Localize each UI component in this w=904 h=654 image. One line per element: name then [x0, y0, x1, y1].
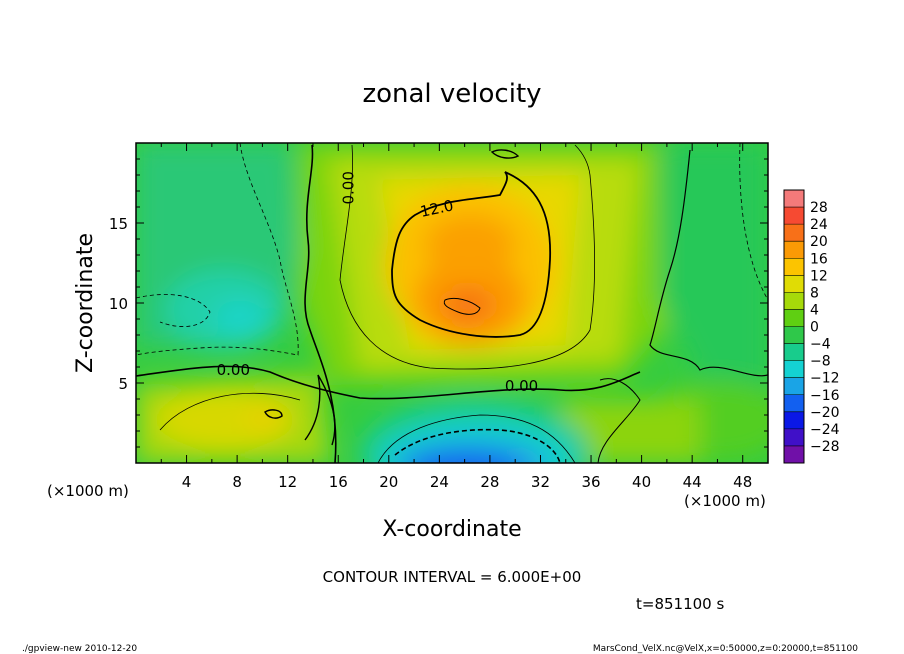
colorbar-segment	[784, 309, 804, 327]
contour-label: 0.00	[217, 361, 250, 379]
x-tick-label: 28	[480, 473, 499, 491]
colorbar-label: 8	[810, 285, 819, 301]
colorbar-segment	[784, 224, 804, 242]
colorbar-label: −24	[810, 422, 840, 438]
colorbar-segment	[784, 411, 804, 430]
x-axis-label: X-coordinate	[382, 517, 521, 542]
footer-left: ./gpview-new 2010-12-20	[22, 644, 137, 654]
x-tick-label: 20	[379, 473, 398, 491]
x-tick-label: 24	[430, 473, 449, 491]
colorbar-segment	[784, 377, 804, 396]
x-tick-label: 16	[329, 473, 348, 491]
colorbar-label: 24	[810, 217, 828, 233]
colorbar-segment	[784, 326, 804, 345]
x-tick-label: 32	[531, 473, 550, 491]
y-tick-label: 5	[118, 375, 128, 393]
colorbar-segment	[784, 241, 804, 259]
contour-label-group: 0.00	[505, 377, 538, 395]
time-label: t=851100 s	[636, 595, 724, 613]
contour-label: 0.00	[339, 171, 357, 204]
contour-label-group: 0.00	[339, 171, 357, 204]
x-tick-label: 40	[632, 473, 651, 491]
colorbar-segment	[784, 275, 804, 293]
contour-lines	[136, 143, 768, 463]
colorbar-segment	[784, 343, 804, 362]
colorbar-label: 28	[810, 200, 828, 216]
chart-title: zonal velocity	[362, 79, 541, 109]
x-tick-label: 12	[278, 473, 297, 491]
footer-right: MarsCond_VelX.nc@VelX,x=0:50000,z=0:2000…	[593, 644, 858, 654]
colorbar-label: 20	[810, 234, 828, 250]
y-axis-label: Z-coordinate	[73, 233, 98, 373]
x-tick-label: 48	[733, 473, 752, 491]
colorbar-segment	[784, 258, 804, 276]
contour-interval-label: CONTOUR INTERVAL = 6.000E+00	[323, 568, 582, 586]
heatmap-field	[136, 143, 768, 463]
y-tick-label: 10	[109, 295, 128, 313]
y-tick-label: 15	[109, 215, 128, 233]
colorbar-label: −8	[810, 354, 831, 370]
colorbar-segment	[784, 190, 804, 208]
colorbar-segment	[784, 445, 804, 464]
colorbar-label: −16	[810, 388, 840, 404]
colorbar-label: −12	[810, 371, 840, 387]
colorbar-segment	[784, 394, 804, 413]
y-axis-ticks: 5 10 15	[109, 158, 768, 448]
colorbar-label: −4	[810, 337, 831, 353]
colorbar-label: −20	[810, 405, 840, 421]
contour-label-group: 0.00	[217, 361, 250, 379]
x-unit-label-right: (×1000 m)	[684, 492, 766, 510]
contour-label: 0.00	[505, 377, 538, 395]
colorbar-label: 12	[810, 268, 828, 284]
colorbar-label: 16	[810, 251, 828, 267]
colorbar-segment	[784, 360, 804, 379]
x-tick-label: 44	[683, 473, 702, 491]
colorbar-label: −28	[810, 439, 840, 455]
colorbar-segment	[784, 292, 804, 310]
x-unit-label: (×1000 m)	[47, 482, 129, 500]
x-tick-label: 4	[182, 473, 192, 491]
colorbar-segment	[784, 207, 804, 225]
x-tick-label: 8	[232, 473, 242, 491]
x-tick-label: 36	[581, 473, 600, 491]
colorbar-label: 0	[810, 320, 819, 336]
colorbar-segment	[784, 428, 804, 447]
x-axis-ticks: 4 8 12 16 20 24 28 32 36 40 44 48	[160, 143, 769, 491]
colorbar-label: 4	[810, 302, 819, 318]
